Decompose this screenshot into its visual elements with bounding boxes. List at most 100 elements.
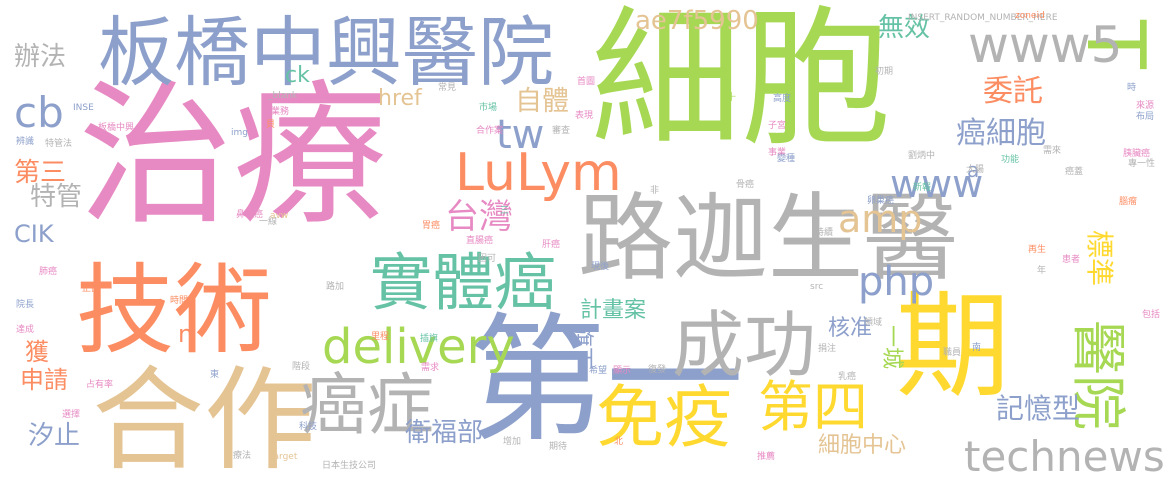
word-80: 直腸癌 xyxy=(466,236,494,246)
word-8: 板橋中興醫院 xyxy=(98,8,554,97)
word-107: src xyxy=(810,282,824,292)
word-42: 旗下 xyxy=(569,325,594,370)
word-70: 需來 xyxy=(1043,146,1062,156)
word-45: 一城 xyxy=(879,325,904,370)
word-81: 胰臟癌 xyxy=(1123,149,1151,159)
word-53: 首圖 xyxy=(577,77,596,87)
word-73: 新報 xyxy=(913,183,932,193)
word-122: 捐注 xyxy=(818,344,837,354)
word-128: 貝 xyxy=(266,120,276,130)
word-5: 第一 xyxy=(468,300,745,461)
word-33: 標準 xyxy=(1083,230,1116,287)
word-93: 院長 xyxy=(16,300,35,310)
word-99: 選擇 xyxy=(62,410,81,420)
word-104: 顯示 xyxy=(613,366,632,376)
word-89: 困可 xyxy=(478,254,497,264)
word-60: 板橋中興 xyxy=(98,123,135,133)
word-35: 汐止 xyxy=(28,421,81,451)
word-102: 需求 xyxy=(421,363,440,373)
word-46: ck xyxy=(285,63,310,88)
word-74: 腦瘤 xyxy=(1119,197,1138,207)
word-23: cb xyxy=(14,88,64,137)
word-24: tw xyxy=(496,112,545,158)
word-6: 期 xyxy=(895,280,1011,414)
word-90: 路加 xyxy=(326,282,345,292)
word-59: 業務 xyxy=(271,107,290,117)
word-15: 第四 xyxy=(758,375,869,439)
word-61: img xyxy=(231,128,248,138)
word-14: 實體癌 xyxy=(370,246,557,319)
word-83: 卵巢癌 xyxy=(867,196,895,206)
word-49: a xyxy=(967,158,980,182)
word-110: 日本生技公司 xyxy=(322,461,377,471)
word-43: href xyxy=(378,86,422,111)
word-63: 審查 xyxy=(552,126,571,136)
word-4: 技術 xyxy=(76,254,273,368)
word-98: 占有率 xyxy=(86,380,114,390)
word-95: 正面 xyxy=(82,284,101,294)
word-36: 第三 xyxy=(14,158,67,188)
word-20: www xyxy=(890,162,984,206)
word-126: 變種 xyxy=(777,154,796,164)
word-129: 現後 xyxy=(591,262,610,272)
word-65: 辨識 xyxy=(16,137,35,147)
word-86: 來源 xyxy=(1136,101,1155,111)
word-11: 癌症 xyxy=(300,366,434,444)
word-76: 一線 xyxy=(259,217,278,227)
word-108: 療法 xyxy=(233,451,252,461)
word-25: 台灣 xyxy=(445,197,513,237)
word-92: avw xyxy=(270,211,289,221)
word-106: 乳癌 xyxy=(838,372,857,382)
word-47: 獲 xyxy=(25,338,49,366)
word-78: 胃癌 xyxy=(422,221,441,231)
word-51: zoneid xyxy=(1015,11,1045,21)
word-101: 里程 xyxy=(371,332,390,342)
word-37: 特管 xyxy=(30,182,83,212)
word-66: INSE xyxy=(73,103,94,113)
word-19: delivery xyxy=(322,319,515,375)
word-79: 肝癌 xyxy=(542,240,561,250)
word-125: 時 xyxy=(1127,83,1137,93)
word-116: 南 xyxy=(972,343,982,353)
word-9: 成功 xyxy=(672,303,817,387)
word-84: 再生 xyxy=(1028,245,1047,255)
word-88: 持續 xyxy=(815,228,834,238)
word-94: 時間 xyxy=(170,296,189,306)
word-112: 期待 xyxy=(549,442,568,452)
word-52: 初期 xyxy=(875,67,894,77)
word-22: php xyxy=(858,259,935,305)
word-28: 記憶型 xyxy=(996,392,1081,425)
word-55: 常見 xyxy=(438,83,457,93)
word-68: 事業 xyxy=(768,148,787,158)
word-31: 委託 xyxy=(983,74,1043,109)
word-100: 階段 xyxy=(292,362,311,372)
word-13: www5 xyxy=(968,16,1123,74)
word-56: 高度 xyxy=(773,94,792,104)
word-105: 復發 xyxy=(648,365,667,375)
word-29: 衛福部 xyxy=(405,418,484,448)
word-18: technews xyxy=(964,432,1165,481)
word-121: 插旗 xyxy=(420,334,439,344)
word-118: 年 xyxy=(1037,266,1047,276)
word-115: 領域 xyxy=(864,318,883,328)
word-69: 劉炳中 xyxy=(908,151,936,161)
word-32: 無效 xyxy=(878,13,931,43)
word-34: 細胞中心 xyxy=(818,433,907,458)
word-38: 辦法 xyxy=(14,42,67,72)
word-67: 子宮 xyxy=(768,121,787,131)
word-54: _blank xyxy=(268,91,298,101)
word-87: 布局 xyxy=(1136,112,1155,122)
word-120: 北 xyxy=(614,437,624,447)
word-21: amp xyxy=(838,197,923,241)
word-82: 骨癌 xyxy=(736,180,755,190)
word-62: 合作案 xyxy=(476,126,504,136)
word-111: 增加 xyxy=(503,437,522,447)
word-50: INSERT_RANDOM_NUMBER_HERE xyxy=(908,13,1058,23)
word-72: 大腸 xyxy=(966,165,985,175)
word-124: 東 xyxy=(210,370,220,380)
word-114: 科技 xyxy=(299,422,318,432)
word-91: 非 xyxy=(650,186,660,196)
word-96: 肺癌 xyxy=(39,267,58,277)
word-1: 細胞 xyxy=(591,0,892,167)
